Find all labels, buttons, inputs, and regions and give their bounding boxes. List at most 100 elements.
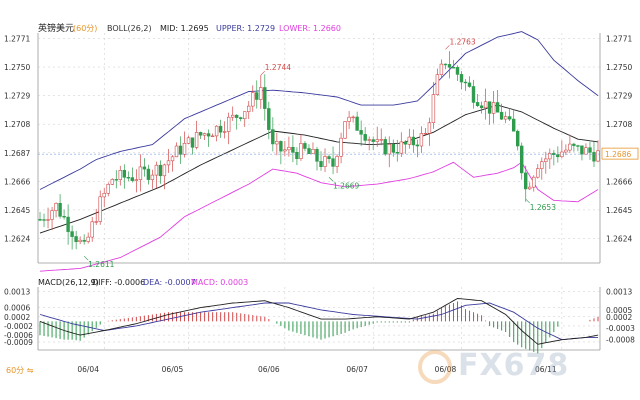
period-footer[interactable]: 60分 ⇋ bbox=[6, 366, 34, 375]
candle-body bbox=[411, 136, 415, 146]
candle-body bbox=[50, 210, 54, 220]
candle-body bbox=[503, 116, 508, 120]
candle-body bbox=[239, 117, 243, 119]
candle-body bbox=[419, 133, 424, 147]
candle-body bbox=[114, 179, 119, 181]
macd-diff-line bbox=[39, 298, 599, 345]
boll-upper-line bbox=[39, 31, 599, 190]
candle-body bbox=[572, 143, 576, 146]
price-tick-right: 1.2645 bbox=[606, 206, 632, 215]
candle-body bbox=[58, 203, 62, 217]
candle-body bbox=[279, 141, 283, 152]
x-tick-label: 06/05 bbox=[162, 365, 184, 374]
candle-body bbox=[291, 147, 295, 153]
candle-body bbox=[355, 116, 359, 131]
candle-body bbox=[327, 156, 331, 160]
macd-tick-right: -0.0008 bbox=[606, 336, 635, 345]
candle-body bbox=[379, 139, 383, 141]
candle-body bbox=[130, 177, 134, 181]
candle-body bbox=[536, 168, 540, 178]
candle-body bbox=[588, 147, 592, 153]
candle-body bbox=[540, 161, 544, 169]
candle-body bbox=[399, 141, 403, 154]
current-price-label: 1.2686 bbox=[605, 150, 631, 159]
price-tick-right: 1.2729 bbox=[606, 92, 632, 101]
candle-body bbox=[150, 174, 155, 180]
candle-body bbox=[443, 63, 448, 66]
price-tick-left: 1.2729 bbox=[4, 92, 30, 101]
candle-body bbox=[447, 64, 452, 68]
x-tick-label: 06/11 bbox=[535, 365, 557, 374]
candle-body bbox=[479, 105, 484, 109]
current-price-box bbox=[601, 147, 639, 160]
candle-body bbox=[235, 114, 239, 118]
candle-body bbox=[435, 74, 440, 95]
macd-tick-right: 0.0013 bbox=[606, 288, 632, 297]
candle-body bbox=[122, 170, 127, 178]
price-tick-right: 1.2750 bbox=[606, 63, 632, 72]
candle-body bbox=[182, 143, 187, 155]
candle-body bbox=[347, 116, 351, 122]
candle-body bbox=[331, 158, 335, 167]
boll-upper-label: UPPER: 1.2729 bbox=[216, 24, 275, 33]
candle-body bbox=[475, 102, 480, 107]
annotation-pointer bbox=[525, 198, 530, 204]
period-badge[interactable]: (60分) bbox=[73, 24, 97, 33]
candle-body bbox=[403, 141, 407, 145]
candle-body bbox=[335, 156, 339, 167]
candle-body bbox=[584, 147, 588, 155]
macd-tick-right: 0.0002 bbox=[606, 313, 632, 322]
candle-body bbox=[46, 219, 50, 221]
candle-body bbox=[178, 145, 183, 155]
candle-body bbox=[568, 143, 572, 151]
candle-body bbox=[251, 92, 255, 107]
candle-body bbox=[307, 148, 311, 154]
candle-body bbox=[62, 216, 66, 218]
candle-body bbox=[315, 149, 319, 162]
candle-body bbox=[214, 125, 219, 137]
price-tick-left: 1.2750 bbox=[4, 63, 30, 72]
boll-lower-label: LOWER: 1.2660 bbox=[279, 24, 341, 33]
macd-tick-left: 0.0006 bbox=[4, 304, 30, 313]
candle-body bbox=[295, 152, 299, 160]
boll-label: BOLL(26,2) bbox=[107, 24, 152, 33]
candle-body bbox=[86, 236, 90, 242]
price-tick-left: 1.2708 bbox=[4, 120, 30, 129]
candle-body bbox=[596, 150, 600, 162]
candle-body bbox=[198, 132, 203, 136]
annotation-label: 1.2744 bbox=[265, 63, 291, 72]
boll-mid-label: MID: 1.2695 bbox=[160, 24, 209, 33]
candle-body bbox=[118, 170, 123, 180]
candle-body bbox=[523, 172, 528, 190]
macd-tick-left: -0.0009 bbox=[4, 338, 33, 347]
candle-body bbox=[592, 152, 596, 162]
candle-body bbox=[154, 164, 159, 176]
price-tick-left: 1.2645 bbox=[4, 206, 30, 215]
candle-body bbox=[142, 166, 147, 170]
candle-body bbox=[387, 144, 391, 155]
candle-body bbox=[263, 87, 267, 109]
annotation-pointer bbox=[445, 45, 450, 50]
candle-body bbox=[162, 164, 167, 177]
candle-body bbox=[202, 133, 207, 136]
price-tick-right: 1.2771 bbox=[606, 34, 632, 43]
candle-body bbox=[174, 145, 179, 158]
annotation-label: 1.2611 bbox=[88, 260, 114, 269]
candle-body bbox=[311, 149, 315, 154]
candle-body bbox=[106, 184, 110, 194]
price-tick-right: 1.2666 bbox=[606, 177, 632, 186]
macd-label: MACD(26,12,9) bbox=[38, 278, 99, 287]
candle-body bbox=[323, 156, 327, 167]
candle-body bbox=[166, 160, 171, 166]
candle-body bbox=[351, 116, 355, 119]
candle-body bbox=[223, 131, 227, 133]
candle-body bbox=[339, 137, 343, 157]
x-tick-label: 06/06 bbox=[258, 365, 280, 374]
candle-body bbox=[259, 87, 263, 100]
candle-body bbox=[451, 67, 456, 69]
candle-body bbox=[146, 168, 151, 180]
x-tick-label: 06/04 bbox=[77, 365, 99, 374]
candle-body bbox=[110, 179, 115, 185]
candle-body bbox=[511, 118, 516, 132]
